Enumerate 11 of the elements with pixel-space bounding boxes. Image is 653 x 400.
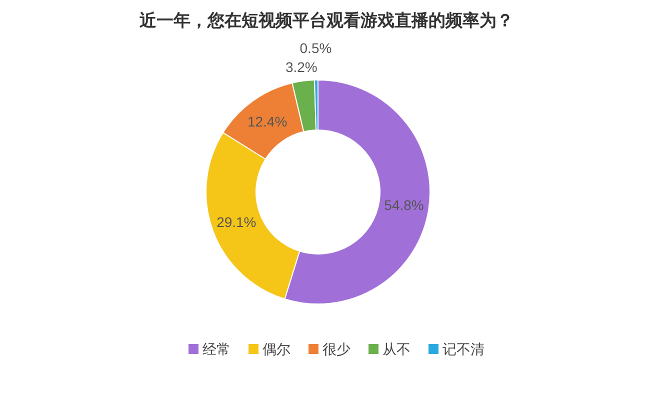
legend-label: 记不清	[442, 341, 484, 357]
data-label: 12.4%	[247, 113, 288, 130]
legend-label: 经常	[202, 341, 230, 357]
data-label: 3.2%	[285, 59, 318, 76]
data-label: 29.1%	[216, 214, 256, 230]
data-label: 54.8%	[384, 197, 424, 214]
data-label: 0.5%	[300, 40, 332, 56]
chart-title: 近一年，您在短视频平台观看游戏直播的频率为？	[138, 11, 514, 30]
legend-label: 偶尔	[262, 341, 290, 357]
legend-label: 很少	[322, 341, 350, 357]
legend-label: 从不	[382, 341, 410, 357]
